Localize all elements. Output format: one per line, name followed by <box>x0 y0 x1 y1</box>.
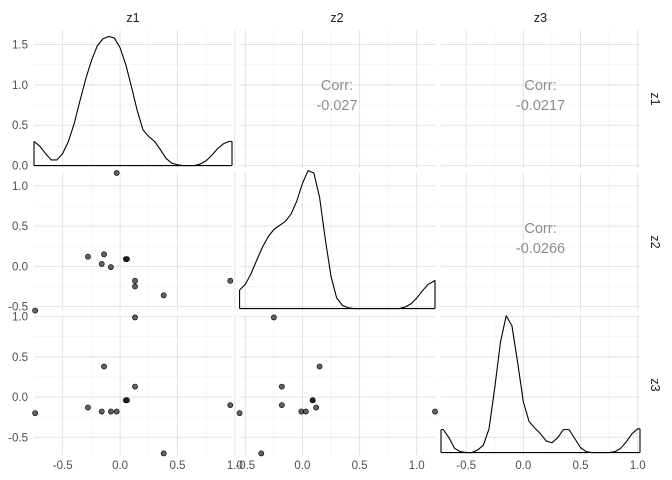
corr-label-z2-z3: Corr: <box>524 221 556 237</box>
y-tick-label: 0.5 <box>12 221 28 233</box>
scatter-point-z2-z1 <box>32 307 39 314</box>
strip-label-col-z3: z3 <box>534 11 547 25</box>
panel-z1-z2 <box>239 30 435 168</box>
scatter-point-z3-z2 <box>316 363 323 370</box>
scatter-point-z3-z2 <box>270 314 277 321</box>
x-tick-label: 1.0 <box>409 460 425 472</box>
panel-z3-z2 <box>239 315 435 455</box>
y-tick-label: 0.0 <box>12 161 28 173</box>
scatter-point-z3-z2 <box>236 410 243 417</box>
scatter-point-z2-z1 <box>132 277 138 284</box>
scatter-point-z3-z1 <box>85 404 91 411</box>
y-tick-label: -0.5 <box>8 302 28 314</box>
y-tick-label: 0.5 <box>12 352 28 364</box>
scatter-point-z3-z1 <box>132 314 138 321</box>
scatter-point-z3-z1 <box>98 408 105 415</box>
y-tick-label: -0.5 <box>8 432 28 444</box>
corr-label-z1-z2: Corr: <box>321 78 353 94</box>
x-tick-label: 0.0 <box>112 460 128 472</box>
corr-label-z1-z3: Corr: <box>524 78 556 94</box>
corr-value-z1-z2: -0.027 <box>316 98 357 114</box>
x-tick-label: -0.5 <box>456 460 476 472</box>
scatter-point-z3-z2 <box>313 404 320 411</box>
scatter-point-z3-z1 <box>124 397 130 404</box>
scatter-point-z3-z1 <box>132 383 138 390</box>
scatter-point-z2-z1 <box>132 283 138 290</box>
panel-z2-z3 <box>441 173 640 311</box>
scatter-point-z2-z1 <box>227 277 234 284</box>
scatter-point-z3-z1 <box>113 408 120 415</box>
scatter-point-z2-z1 <box>101 251 107 258</box>
scatter-point-z3-z2 <box>258 450 265 457</box>
scatter-point-z2-z1 <box>98 261 105 267</box>
y-tick-label: 1.0 <box>12 312 28 324</box>
y-tick-label: 0.5 <box>12 120 28 132</box>
x-tick-label: -0.5 <box>53 460 73 472</box>
strip-label-col-z1: z1 <box>126 11 139 25</box>
scatter-point-z3-z2 <box>298 408 305 415</box>
density-curve-z2 <box>239 170 436 310</box>
scatter-point-z2-z1 <box>124 256 130 262</box>
y-tick-label: 0.0 <box>12 261 28 273</box>
x-tick-label: 0.0 <box>515 460 531 472</box>
scatter-point-z3-z2 <box>309 397 316 404</box>
scatter-point-z3-z2 <box>432 408 438 415</box>
y-tick-label: 0.0 <box>12 392 28 404</box>
scatter-point-z2-z1 <box>85 253 91 260</box>
scatter-point-z3-z1 <box>227 402 234 409</box>
scatter-point-z3-z2 <box>278 402 285 409</box>
scatter-point-z3-z1 <box>32 410 39 417</box>
corr-value-z2-z3: -0.0266 <box>516 241 565 257</box>
panel-z2-z2 <box>239 173 435 311</box>
scatter-point-z3-z1 <box>160 450 167 457</box>
y-tick-label: 1.0 <box>12 181 28 193</box>
strip-label-row-z3: z3 <box>648 378 662 391</box>
scatter-point-z2-z1 <box>160 292 167 299</box>
strip-label-row-z1: z1 <box>648 92 662 105</box>
y-tick-label: 1.5 <box>12 40 28 52</box>
x-tick-label: 0.5 <box>352 460 368 472</box>
scatter-point-z3-z2 <box>278 383 285 390</box>
panel-z1-z3 <box>441 30 640 168</box>
x-tick-label: 0.0 <box>294 460 310 472</box>
density-curve-z1 <box>33 35 232 167</box>
x-tick-label: -0.5 <box>235 460 255 472</box>
panel-z2-z1 <box>34 173 236 311</box>
corr-value-z1-z3: -0.0217 <box>516 98 565 114</box>
panel-z3-z3 <box>441 315 640 455</box>
scatter-point-z3-z1 <box>108 408 114 415</box>
scatter-point-z2-z1 <box>108 264 114 271</box>
y-tick-label: 1.0 <box>12 80 28 92</box>
x-tick-label: 1.0 <box>630 460 646 472</box>
strip-label-col-z2: z2 <box>330 11 343 25</box>
density-curve-z3 <box>441 315 640 454</box>
x-tick-label: 1.0 <box>227 460 243 472</box>
scatter-point-z2-z1 <box>113 170 120 176</box>
strip-label-row-z2: z2 <box>648 235 662 248</box>
panel-z3-z1 <box>34 315 236 455</box>
x-tick-label: 0.5 <box>573 460 589 472</box>
scatter-point-z3-z1 <box>101 363 107 370</box>
x-tick-label: 0.5 <box>169 460 185 472</box>
